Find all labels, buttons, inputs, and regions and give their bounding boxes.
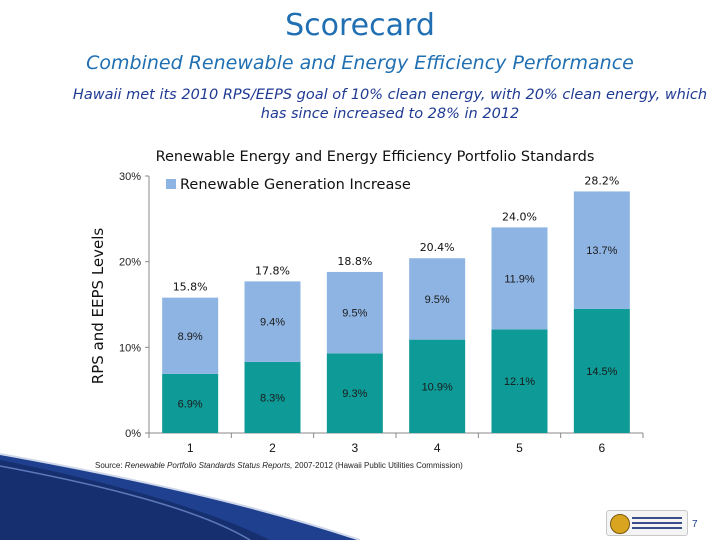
dbedt-logo [606, 510, 688, 536]
bar-data-label: 9.3% [342, 388, 367, 400]
source-suffix: 2007-2012 (Hawaii Public Utilities Commi… [292, 461, 463, 470]
bar-base-segment [491, 329, 548, 433]
stacked-bar-chart: 0%10%20%30%RPS and EEPS Levels6.9%8.9%15… [89, 171, 644, 455]
bar-base-segment [573, 308, 630, 433]
bar-increase-segment [491, 227, 548, 330]
bar-increase-segment [409, 258, 466, 340]
bar-data-label: 12.1% [504, 376, 535, 388]
x-tick-label: 6 [598, 441, 605, 455]
bar-base-segment [162, 373, 219, 433]
bar-total-label: 18.8% [337, 255, 372, 268]
bar-data-label: 9.5% [342, 308, 367, 320]
bar-base-segment [326, 353, 383, 433]
bar-increase-segment [244, 281, 301, 362]
bar-base-segment [244, 361, 301, 433]
bar-data-label: 9.5% [425, 294, 450, 306]
bar-data-label: 9.4% [260, 317, 285, 329]
bar-total-label: 20.4% [420, 241, 455, 254]
state-seal-icon [610, 514, 630, 534]
bar-data-label: 11.9% [504, 273, 535, 285]
bar-data-label: 13.7% [586, 245, 617, 257]
y-tick-label: 20% [119, 257, 141, 269]
bar-increase-segment [326, 271, 383, 354]
page-number: 7 [692, 519, 698, 530]
y-tick-label: 10% [119, 342, 141, 354]
y-axis-label: RPS and EEPS Levels [89, 228, 107, 385]
slide-note: Hawaii met its 2010 RPS/EEPS goal of 10%… [72, 87, 708, 122]
bar-total-label: 17.8% [255, 264, 290, 277]
footer-swoosh [0, 452, 720, 540]
y-tick-label: 0% [125, 428, 141, 440]
y-tick-label: 30% [119, 171, 141, 183]
source-prefix: Source: [95, 461, 125, 470]
bar-data-label: 8.9% [178, 331, 203, 343]
bar-increase-segment [162, 297, 219, 374]
bar-total-label: 24.0% [502, 210, 537, 223]
x-tick-label: 5 [516, 441, 523, 455]
bar-increase-segment [573, 191, 630, 309]
x-tick-label: 4 [434, 441, 441, 455]
x-tick-label: 3 [351, 441, 358, 455]
bar-data-label: 10.9% [422, 381, 453, 393]
slide-subtitle: Combined Renewable and Energy Efficiency… [86, 52, 634, 74]
bar-base-segment [409, 339, 466, 433]
slide-title: Scorecard [285, 8, 435, 43]
bar-data-label: 8.3% [260, 392, 285, 404]
logo-text-lines [632, 517, 682, 532]
x-tick-label: 1 [187, 441, 194, 455]
legend-label: Renewable Generation Increase [180, 177, 411, 193]
bar-data-label: 6.9% [178, 398, 203, 410]
x-tick-label: 2 [269, 441, 276, 455]
chart-title: Renewable Energy and Energy Efficiency P… [155, 149, 595, 165]
bar-total-label: 15.8% [173, 281, 208, 294]
source-citation: Source: Renewable Portfolio Standards St… [95, 461, 463, 470]
bar-data-label: 14.5% [586, 366, 617, 378]
source-report-title: Renewable Portfolio Standards Status Rep… [124, 461, 293, 470]
bar-total-label: 28.2% [584, 174, 619, 187]
legend-swatch [166, 179, 176, 189]
